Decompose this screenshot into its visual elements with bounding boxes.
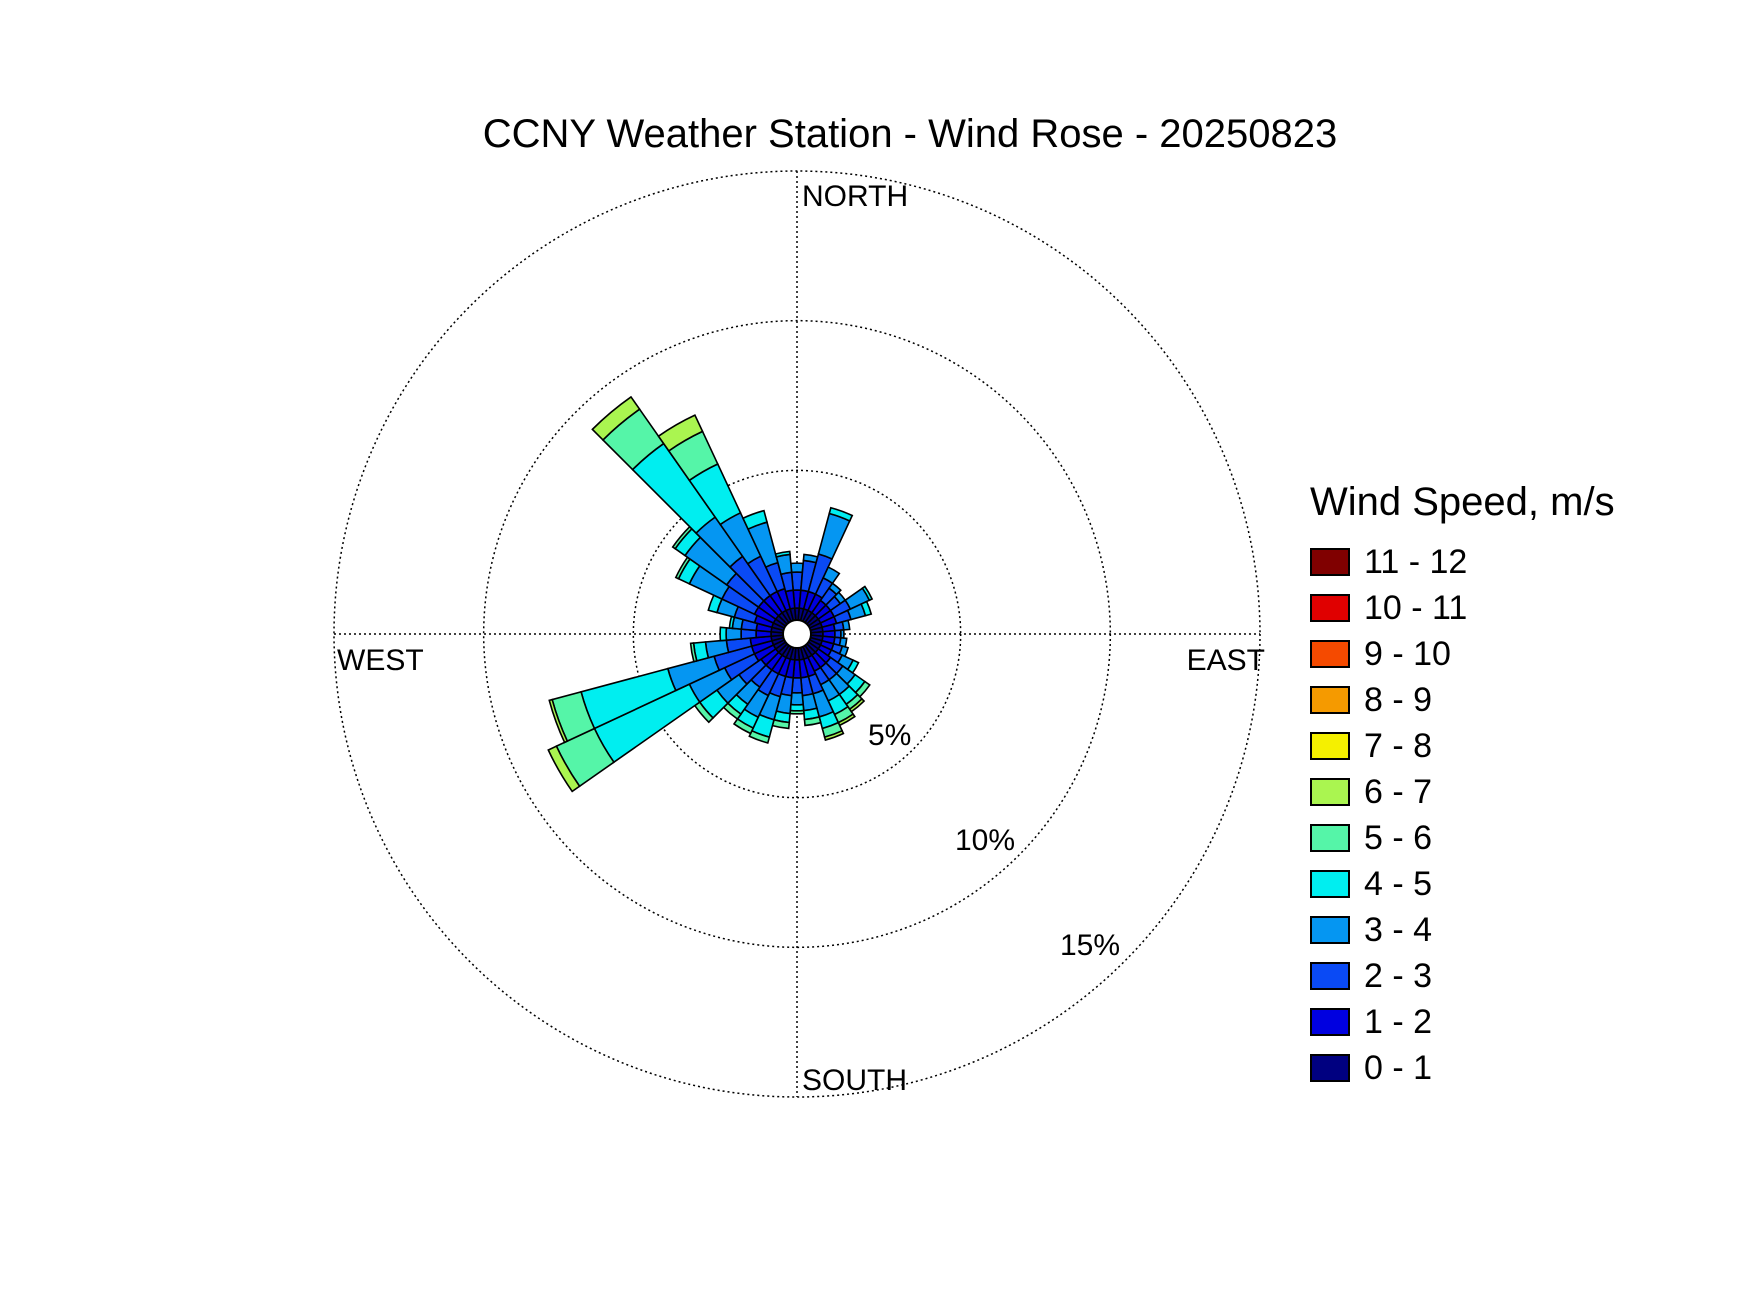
legend-label: 0 - 1 — [1364, 1048, 1433, 1087]
radial-tick-label: 10% — [955, 824, 1015, 857]
legend-swatch — [1310, 548, 1350, 576]
wind-bars — [547, 395, 874, 793]
north-label: NORTH — [802, 180, 908, 213]
legend-swatch — [1310, 962, 1350, 990]
legend-swatch — [1310, 1008, 1350, 1036]
legend-label: 8 - 9 — [1364, 680, 1433, 719]
wind-bar-segment — [861, 585, 874, 602]
legend-item: 3 - 4 — [1310, 907, 1730, 953]
legend-item: 9 - 10 — [1310, 631, 1730, 677]
legend-swatch — [1310, 594, 1350, 622]
radial-tick-label: 15% — [1060, 929, 1120, 962]
wind-bar-segment — [822, 565, 841, 585]
legend-label: 10 - 11 — [1364, 588, 1468, 627]
legend-label: 3 - 4 — [1364, 910, 1433, 949]
center-hole — [782, 619, 812, 649]
wind-bar-segment — [548, 698, 569, 744]
axis-labels: NORTH SOUTH EAST WEST 5% 10% 15% — [337, 180, 1265, 1097]
legend-item: 1 - 2 — [1310, 999, 1730, 1045]
legend-item: 10 - 11 — [1310, 585, 1730, 631]
legend-swatch — [1310, 640, 1350, 668]
legend-label: 2 - 3 — [1364, 956, 1433, 995]
wind-bar-segment — [827, 582, 842, 596]
wind-bar-segment — [591, 395, 641, 442]
legend-label: 5 - 6 — [1364, 818, 1433, 857]
wind-bar-segment — [547, 745, 581, 793]
wind-bar-segment — [657, 414, 704, 453]
wind-bar-segment — [817, 512, 851, 560]
east-label: EAST — [1187, 644, 1265, 677]
west-label: WEST — [337, 644, 424, 677]
legend-item: 2 - 3 — [1310, 953, 1730, 999]
chart-title: CCNY Weather Station - Wind Rose - 20250… — [482, 112, 1338, 156]
legend-item: 6 - 7 — [1310, 769, 1730, 815]
legend-item: 0 - 1 — [1310, 1045, 1730, 1091]
wind-bar-segment — [689, 642, 698, 663]
legend-item: 8 - 9 — [1310, 677, 1730, 723]
wind-bar-segment — [789, 709, 805, 715]
legend-label: 4 - 5 — [1364, 864, 1433, 903]
legend-swatch — [1310, 870, 1350, 898]
wind-bar-segment — [803, 715, 822, 727]
wind-bar-segment — [841, 619, 851, 631]
wind-bar-segment — [823, 729, 845, 742]
wind-bar-segment — [802, 553, 819, 564]
legend-label: 11 - 12 — [1364, 542, 1468, 581]
wind-bar-segment — [719, 626, 728, 642]
polar-grid — [333, 170, 1261, 1098]
legend-swatch — [1310, 916, 1350, 944]
legend-item: 11 - 12 — [1310, 539, 1730, 585]
wind-bar-segment — [748, 729, 771, 744]
wind-bar-segment — [732, 717, 755, 735]
legend-items: 11 - 12 10 - 11 9 - 10 8 - 9 7 - 8 6 - 7 5 - 6… — [1310, 539, 1730, 1091]
wind-bar-segment — [789, 691, 805, 706]
legend-item: 7 - 8 — [1310, 723, 1730, 769]
south-label: SOUTH — [802, 1064, 907, 1097]
wind-bar-segment — [860, 600, 873, 617]
legend-swatch — [1310, 686, 1350, 714]
radial-tick-label: 5% — [868, 719, 911, 752]
wind-bar-segment — [741, 509, 769, 531]
legend-item: 5 - 6 — [1310, 815, 1730, 861]
legend-swatch — [1310, 778, 1350, 806]
legend-label: 9 - 10 — [1364, 634, 1451, 673]
legend-label: 7 - 8 — [1364, 726, 1433, 765]
wind-bar-segment — [828, 506, 854, 522]
legend-title: Wind Speed, m/s — [1310, 480, 1615, 524]
wind-bar-segment — [789, 562, 805, 574]
legend-label: 6 - 7 — [1364, 772, 1433, 811]
wind-bar-segment — [774, 550, 791, 558]
legend: Wind Speed, m/s 11 - 12 10 - 11 9 - 10 8 - … — [1310, 480, 1730, 1091]
legend-item: 4 - 5 — [1310, 861, 1730, 907]
legend-swatch — [1310, 824, 1350, 852]
legend-swatch — [1310, 732, 1350, 760]
legend-swatch — [1310, 1054, 1350, 1082]
wind-bar-segment — [839, 629, 845, 639]
legend-label: 1 - 2 — [1364, 1002, 1433, 1041]
